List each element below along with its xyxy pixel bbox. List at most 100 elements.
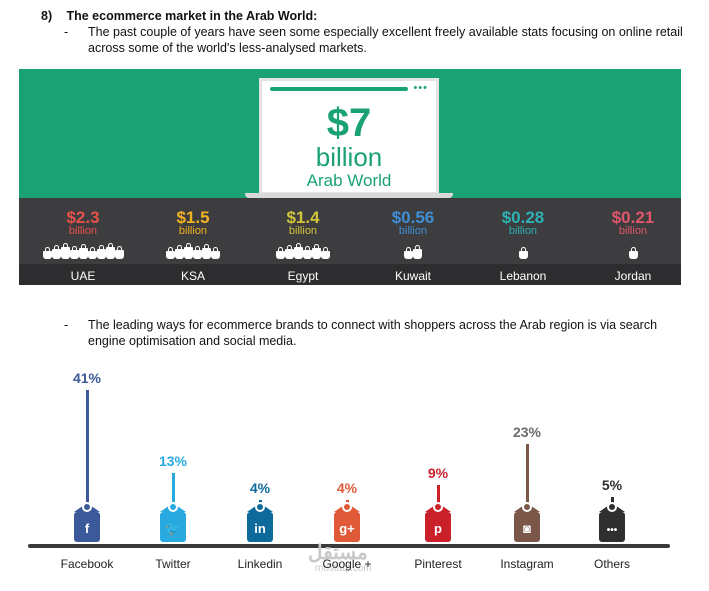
shopping-bags-icon <box>628 245 638 259</box>
chart-baseline <box>28 544 670 548</box>
tag-ring <box>433 502 443 512</box>
channel-label: Twitter <box>155 557 191 571</box>
shopping-bags-icon <box>42 243 124 259</box>
channel-label: Pinterest <box>414 557 462 571</box>
shopping-bag-icon <box>78 244 88 259</box>
country-unit: billion <box>288 225 318 237</box>
more-icon: ••• <box>599 502 625 542</box>
country-unit: billion <box>68 225 98 237</box>
shopping-bag-icon <box>294 243 303 259</box>
channel-label: Facebook <box>60 557 114 571</box>
tag-glyph: ◙ <box>523 521 531 536</box>
tag-ring <box>82 502 92 512</box>
shopping-bag-icon <box>51 245 61 259</box>
laptop-base <box>245 193 453 198</box>
shopping-bags-icon <box>518 245 528 259</box>
total-value: $7 <box>326 101 372 145</box>
shopping-bag-icon <box>321 247 330 259</box>
infographic-country-band <box>19 264 681 285</box>
country-value: $2.3 <box>66 208 100 227</box>
bar-stem <box>526 443 529 512</box>
bar-stem <box>172 473 175 512</box>
country-value: $0.56 <box>391 208 435 227</box>
social-channels-chart: مستقل mostaql.com f 41% Facebook 🐦 13% Twitte… <box>20 355 690 585</box>
shopping-bag-icon <box>312 244 321 259</box>
shopping-bag-icon <box>193 246 202 259</box>
section-number: 8) <box>41 9 53 23</box>
tag-ring <box>607 502 617 512</box>
bullet-text: The past couple of years have seen some … <box>88 25 683 55</box>
shopping-bag-icon <box>276 247 285 259</box>
country-name: Kuwait <box>394 269 432 283</box>
country-egypt: $1.4 billion Egypt <box>248 208 358 284</box>
tag-glyph: ••• <box>606 525 618 536</box>
country-name: Jordan <box>614 269 652 283</box>
channel-label: Others <box>593 557 630 571</box>
country-value: $0.21 <box>611 208 655 227</box>
tag-glyph: in <box>254 521 266 536</box>
arab-ecommerce-infographic: ••• $7 billion Arab World $2.3 billion UAE… <box>19 69 681 285</box>
shopping-bags-icon <box>166 243 220 259</box>
total-unit: billion <box>315 142 383 172</box>
section-heading: 8) The ecommerce market in the Arab Worl… <box>41 9 317 23</box>
channel-label: Instagram <box>500 557 554 571</box>
tag-glyph: f <box>84 521 90 536</box>
country-unit: billion <box>508 225 538 237</box>
shopping-bag-icon <box>404 247 413 259</box>
country-value: $1.5 <box>176 208 210 227</box>
linkedin-icon: in <box>247 502 273 542</box>
tag-ring <box>342 502 352 512</box>
shopping-bag-icon <box>96 245 106 259</box>
percent-label: 4% <box>249 480 271 497</box>
country-unit: billion <box>398 225 428 237</box>
shopping-bag-icon <box>42 247 52 259</box>
screen-dots: ••• <box>413 82 428 94</box>
shopping-bag-icon <box>105 243 115 259</box>
laptop-screen: ••• $7 billion Arab World <box>259 78 439 195</box>
shopping-bag-icon <box>303 246 312 259</box>
country-lebanon: $0.28 billion Lebanon <box>468 208 578 284</box>
country-uae: $2.3 billion UAE <box>28 208 138 284</box>
shopping-bag-icon <box>184 243 193 259</box>
shopping-bags-icon <box>404 245 422 259</box>
shopping-bag-icon <box>202 244 211 259</box>
country-value: $0.28 <box>501 208 545 227</box>
shopping-bag-icon <box>166 247 175 259</box>
bullet-text: The leading ways for ecommerce brands to… <box>88 318 658 348</box>
country-unit: billion <box>618 225 648 237</box>
twitter-icon: 🐦 <box>160 502 186 542</box>
country-value: $1.4 <box>286 208 320 227</box>
percent-label: 9% <box>427 465 449 482</box>
shopping-bag-icon <box>211 247 220 259</box>
section-title: The ecommerce market in the Arab World: <box>66 9 318 23</box>
shopping-bag-icon <box>60 243 70 259</box>
tag-ring <box>255 502 265 512</box>
instagram-icon: ◙ <box>514 502 540 542</box>
shopping-bag-icon <box>175 245 184 259</box>
percent-label: 4% <box>336 480 358 497</box>
facebook-icon: f <box>74 502 100 542</box>
channel-label: Google + <box>322 557 372 571</box>
channel-label: Linkedin <box>237 557 283 571</box>
shopping-bag-icon <box>285 245 294 259</box>
pinterest-icon: p <box>425 502 451 542</box>
screen-bar <box>270 87 408 91</box>
google-plus-icon: g+ <box>334 502 360 542</box>
shopping-bags-icon <box>276 243 330 259</box>
bullet-dash: - <box>64 318 69 332</box>
country-name: UAE <box>70 269 96 283</box>
country-name: KSA <box>180 269 205 283</box>
watermark-logo: مستقل <box>308 542 368 564</box>
shopping-bag-icon <box>413 245 422 259</box>
shopping-bag-icon <box>87 247 97 259</box>
bar-stem <box>437 485 440 512</box>
shopping-bag-icon <box>628 247 638 259</box>
percent-label: 41% <box>72 370 102 386</box>
tag-glyph: p <box>434 521 442 536</box>
bar-stem <box>86 390 89 512</box>
country-unit: billion <box>178 225 208 237</box>
country-kuwait: $0.56 billion Kuwait <box>358 208 468 284</box>
bullet-dash: - <box>64 25 69 39</box>
country-name: Egypt <box>287 269 319 283</box>
tag-ring <box>168 502 178 512</box>
